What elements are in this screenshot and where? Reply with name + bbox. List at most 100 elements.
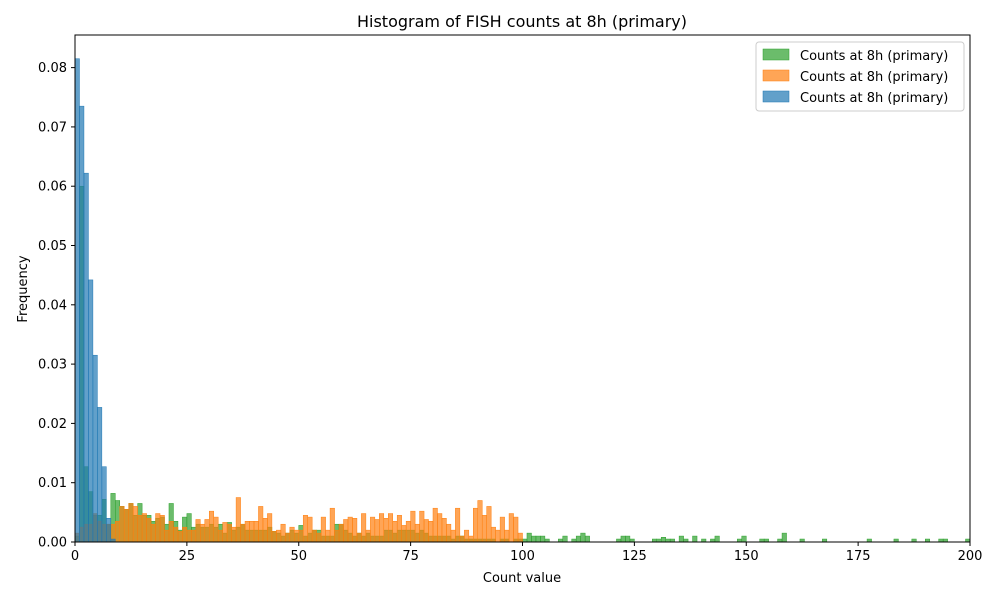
bar-series-2-bin-93: [490, 526, 496, 543]
bar-series-3-bin-7: [106, 518, 112, 543]
bar-series-2-bin-51: [302, 515, 308, 543]
bar-series-1-bin-112: [575, 535, 581, 543]
y-tick-label: 0.06: [38, 180, 67, 195]
legend-swatch-3: [762, 90, 790, 103]
bar-series-2-bin-40: [253, 520, 259, 543]
bar-series-2-bin-90: [477, 500, 483, 543]
bar-series-2-bin-14: [137, 515, 143, 543]
bar-series-2-bin-27: [195, 519, 201, 543]
bar-series-2-bin-80: [432, 507, 438, 543]
bar-series-1-bin-101: [526, 532, 532, 543]
bar-series-2-bin-28: [200, 523, 206, 543]
bar-series-2-bin-44: [271, 531, 277, 543]
bar-series-2-bin-95: [499, 516, 505, 543]
bar-series-2-bin-17: [150, 523, 156, 543]
bar-series-2-bin-22: [173, 526, 179, 543]
bar-series-2-bin-31: [213, 516, 219, 543]
bar-series-2-bin-32: [217, 529, 223, 543]
bar-series-1-bin-113: [580, 532, 586, 543]
bar-series-2-bin-12: [128, 503, 134, 543]
y-tick-label: 0.01: [38, 476, 67, 491]
y-tick-label: 0.07: [38, 120, 67, 135]
bar-series-2-bin-60: [343, 519, 349, 543]
bar-series-1-bin-135: [678, 535, 684, 543]
y-tick-label: 0.08: [38, 61, 67, 76]
bar-series-3-bin-3: [88, 279, 94, 543]
bar-series-2-bin-61: [347, 516, 353, 543]
bar-series-2-bin-82: [441, 518, 447, 543]
bar-series-2-bin-66: [370, 516, 376, 543]
bar-series-2-bin-36: [235, 497, 241, 543]
y-tick-label: 0.04: [38, 298, 67, 313]
x-tick-label: 150: [734, 549, 759, 564]
bar-series-2-bin-19: [159, 515, 165, 543]
bar-series-2-bin-57: [329, 507, 335, 543]
bar-series-2-bin-75: [410, 510, 416, 543]
bar-series-2-bin-76: [414, 523, 420, 543]
bar-series-2-bin-68: [379, 513, 385, 543]
bar-series-1-bin-131: [660, 537, 666, 543]
bar-series-2-bin-48: [289, 526, 295, 543]
bar-series-2-bin-42: [262, 518, 268, 543]
legend-label-2: Counts at 8h (primary): [800, 70, 948, 85]
bar-series-2-bin-38: [244, 520, 250, 543]
bar-series-2-bin-83: [446, 523, 452, 543]
y-axis-ticks: 0.00 0.01 0.02 0.03 0.04 0.05 0.06 0.07 0.08: [38, 61, 75, 551]
x-tick-label: 0: [71, 549, 79, 564]
bar-series-2-bin-97: [508, 513, 514, 543]
bar-series-2-bin-52: [307, 516, 313, 543]
bar-series-2-bin-87: [464, 529, 470, 543]
bar-series-2-bin-70: [388, 513, 393, 543]
bar-series-1-bin-104: [540, 535, 546, 543]
y-tick-label: 0.05: [38, 239, 67, 254]
bar-series-2-bin-35: [231, 526, 237, 543]
y-tick-label: 0.00: [38, 536, 67, 551]
bar-series-1-bin-102: [531, 535, 537, 543]
bar-series-2-bin-96: [504, 529, 510, 543]
bar-series-3-bin-0: [74, 58, 80, 543]
bar-series-2-bin-81: [437, 513, 443, 543]
y-axis-label: Frequency: [16, 255, 31, 322]
bar-series-2-bin-29: [204, 519, 210, 543]
bar-series-2-bin-56: [325, 529, 331, 543]
x-tick-label: 25: [179, 549, 196, 564]
bar-series-2-bin-11: [123, 509, 129, 543]
bar-series-2-bin-65: [365, 529, 371, 543]
bar-series-3-bin-1: [79, 105, 85, 543]
bar-series-2-bin-16: [146, 518, 152, 543]
bar-series-2-bin-92: [486, 506, 492, 543]
bar-series-2-bin-89: [473, 507, 478, 543]
x-tick-label: 50: [290, 549, 307, 564]
bar-series-2-bin-20: [164, 529, 170, 543]
bar-series-2-bin-69: [383, 518, 389, 543]
bar-series-2-bin-59: [338, 523, 344, 543]
y-tick-label: 0.02: [38, 417, 67, 432]
bar-series-2-bin-21: [168, 520, 174, 543]
bar-series-2-bin-45: [276, 529, 282, 543]
bar-series-2-bin-78: [423, 519, 429, 543]
bar-series-2-bin-88: [468, 535, 474, 543]
bar-series-2-bin-37: [240, 523, 246, 543]
bar-series-2-bin-64: [361, 513, 367, 543]
legend-box: [755, 41, 965, 112]
x-tick-label: 200: [958, 549, 983, 564]
legend-label-3: Counts at 8h (primary): [800, 91, 948, 106]
bar-series-2-bin-79: [428, 520, 434, 543]
y-tick-label: 0.03: [38, 358, 67, 373]
bar-series-2-bin-98: [513, 516, 519, 543]
bar-series-2-bin-53: [311, 529, 317, 543]
bars-layer: [74, 58, 971, 543]
bar-series-2-bin-67: [374, 519, 380, 543]
bar-series-1-bin-143: [714, 535, 720, 543]
legend-label-1: Counts at 8h (primary): [800, 49, 948, 64]
bar-series-2-bin-47: [285, 532, 291, 543]
bar-series-2-bin-72: [396, 515, 402, 543]
bar-series-1-bin-158: [781, 532, 787, 543]
legend-swatch-2: [762, 69, 790, 82]
bar-series-2-bin-23: [177, 531, 183, 543]
bar-series-1-bin-138: [692, 535, 698, 543]
bar-series-2-bin-94: [495, 529, 501, 543]
bar-series-2-bin-84: [450, 529, 456, 543]
bar-series-1-bin-103: [535, 535, 541, 543]
